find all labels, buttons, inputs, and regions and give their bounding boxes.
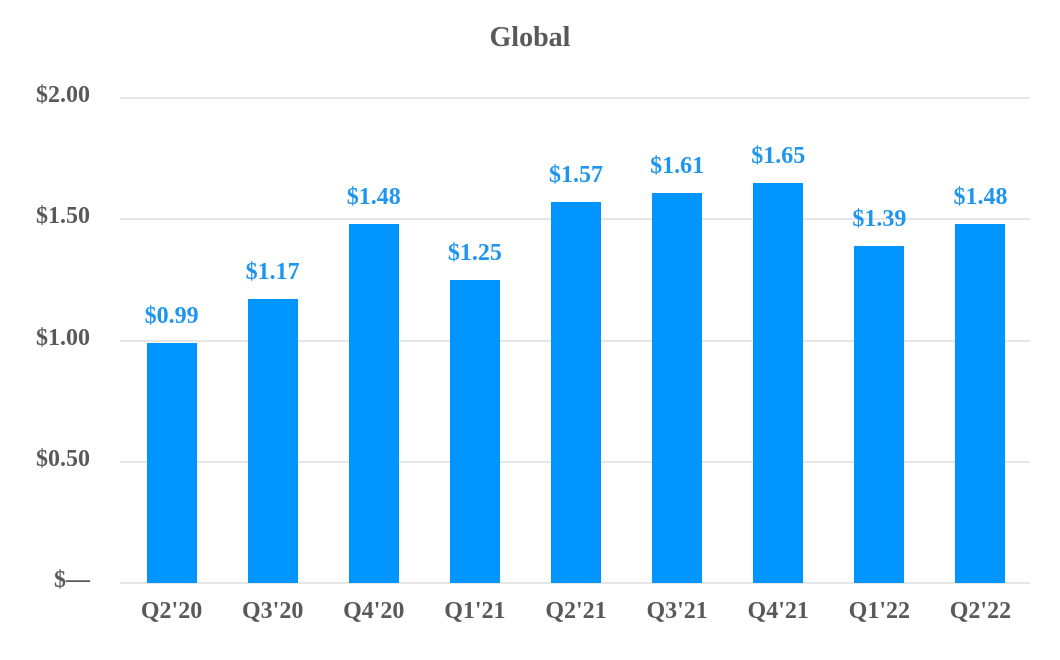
y-tick-label: $0.50 (36, 445, 90, 472)
data-label: $1.25 (447, 239, 502, 266)
x-tick-label: Q2'22 (949, 598, 1012, 624)
data-label: $0.99 (144, 302, 199, 329)
gridline (120, 582, 1030, 584)
x-tick-label: Q3'21 (646, 598, 708, 624)
data-label: $1.57 (549, 162, 603, 189)
plot-area: $0.99 $1.17 $1.48 $1.25 $1.57 $1.61 $1.65 $1.39… (120, 97, 1030, 584)
bar (955, 224, 1006, 583)
bar (348, 224, 399, 583)
y-tick-label: $1.50 (36, 203, 90, 230)
data-label: $1.39 (852, 205, 907, 232)
bar (146, 342, 197, 583)
bar (854, 245, 905, 583)
y-tick-label: $2.00 (36, 82, 90, 108)
gridline (120, 97, 1030, 99)
bar (449, 279, 500, 583)
y-tick-label: $1.00 (36, 324, 90, 351)
x-tick-label: Q2'20 (140, 598, 203, 624)
chart-title: Global (489, 22, 571, 53)
y-tick-label: $— (54, 567, 90, 593)
bar (652, 192, 703, 583)
x-tick-label: Q1'21 (444, 598, 506, 624)
bar (753, 182, 804, 583)
data-label: $1.48 (953, 184, 1008, 211)
bar (247, 299, 298, 583)
bar (551, 202, 601, 583)
x-tick-label: Q3'20 (241, 598, 304, 624)
x-tick-label: Q1'22 (848, 598, 910, 624)
data-label: $1.17 (245, 259, 300, 286)
data-label: $1.65 (751, 142, 806, 169)
data-label: $1.61 (650, 152, 705, 179)
x-tick-label: Q2'21 (545, 598, 607, 624)
x-tick-label: Q4'21 (747, 598, 809, 624)
data-label: $1.48 (346, 184, 401, 211)
x-tick-label: Q4'20 (343, 598, 405, 624)
